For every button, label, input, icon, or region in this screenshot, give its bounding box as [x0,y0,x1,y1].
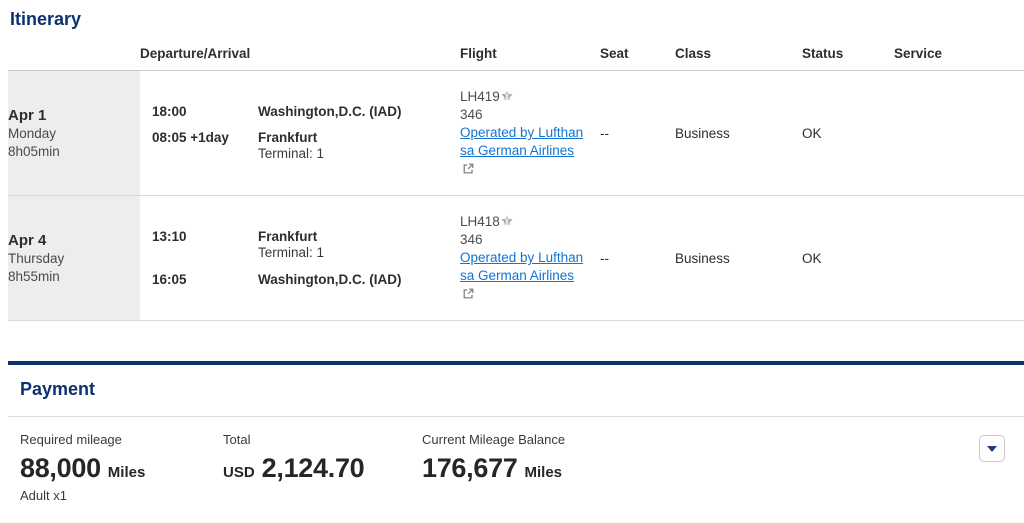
star-alliance-icon [501,90,513,102]
itinerary-row-segment-1: Apr 1 Monday 8h05min 18:00 Washington,D.… [8,70,1024,196]
required-mileage-unit: Miles [107,464,146,481]
segment-status: OK [802,195,895,321]
itinerary-table: Departure/Arrival Flight Seat Class Stat… [8,37,1024,321]
total-label: Total [223,432,251,447]
required-mileage-label: Required mileage [20,432,122,447]
segment-class: Business [675,195,803,321]
total-currency: USD [223,464,255,481]
chevron-down-icon [987,445,997,452]
arrival-terminal: Terminal: 1 [258,146,325,161]
passenger-count-note: Adult x1 [20,488,67,503]
departure-city: Frankfurt [258,229,318,244]
star-alliance-icon [501,215,513,227]
segment-status: OK [802,70,895,196]
mileage-balance-value: 176,677 [422,453,518,483]
departure-arrival-column-header: Departure/Arrival [140,37,461,71]
total-block: Total USD 2,124.70 [223,432,422,483]
segment-weekday: Monday [8,125,57,141]
payment-section-divider [8,361,1024,365]
date-column-header [8,37,140,71]
arrival-time: 16:05 [152,272,187,287]
segment-date: Apr 4 [8,231,47,249]
payment-summary: Required mileage 88,000 Miles Adult x1 T… [8,417,1024,504]
class-column-header: Class [675,37,803,71]
segment-departure-arrival-cell: 13:10 Frankfurt Terminal: 1 16:05 Washin… [140,195,461,321]
segment-date-cell: Apr 4 Thursday 8h55min [8,195,140,321]
mileage-balance-block: Current Mileage Balance 176,677 Miles [422,432,565,483]
itinerary-row-segment-2: Apr 4 Thursday 8h55min 13:10 Frankfurt T… [8,195,1024,321]
arrival-time: 08:05 +1day [152,130,229,145]
status-column-header: Status [802,37,895,71]
flight-column-header: Flight [460,37,601,71]
total-value: 2,124.70 [261,453,365,483]
payment-expand-dropdown-button[interactable] [979,435,1005,462]
mileage-balance-unit: Miles [524,464,563,481]
external-link-icon [463,163,474,174]
required-mileage-block: Required mileage 88,000 Miles Adult x1 [20,432,223,504]
segment-departure-arrival-cell: 18:00 Washington,D.C. (IAD) 08:05 +1day … [140,70,461,196]
operated-by-link[interactable]: Operated by Lufthansa German Airlines [460,124,584,178]
segment-flight-cell: LH419 346 Operated by Lufthansa German A… [460,70,601,196]
flight-number: LH418 [460,214,500,229]
departure-terminal: Terminal: 1 [258,245,325,260]
arrival-city: Frankfurt [258,130,318,145]
operated-by-link[interactable]: Operated by Lufthansa German Airlines [460,249,584,303]
segment-service [894,195,1024,321]
aircraft-type: 346 [460,232,483,247]
mileage-balance-label: Current Mileage Balance [422,432,566,447]
departure-time: 13:10 [152,229,187,244]
itinerary-title: Itinerary [10,9,82,29]
segment-seat: -- [600,195,676,321]
flight-number: LH419 [460,89,500,104]
departure-time: 18:00 [152,104,187,119]
external-link-icon [463,288,474,299]
required-mileage-value: 88,000 [20,453,101,483]
aircraft-type: 346 [460,107,483,122]
itinerary-header-row: Departure/Arrival Flight Seat Class Stat… [8,37,1024,71]
segment-weekday: Thursday [8,250,65,266]
arrival-city: Washington,D.C. (IAD) [258,272,402,287]
payment-title: Payment [20,379,96,399]
payment-header-rule [8,416,1024,417]
segment-duration: 8h55min [8,268,60,284]
departure-city: Washington,D.C. (IAD) [258,104,402,119]
service-column-header: Service [894,37,1024,71]
segment-date: Apr 1 [8,106,47,124]
segment-date-cell: Apr 1 Monday 8h05min [8,70,140,196]
seat-column-header: Seat [600,37,676,71]
segment-service [894,70,1024,196]
segment-class: Business [675,70,803,196]
segment-seat: -- [600,70,676,196]
segment-flight-cell: LH418 346 Operated by Lufthansa German A… [460,195,601,321]
segment-duration: 8h05min [8,143,60,159]
